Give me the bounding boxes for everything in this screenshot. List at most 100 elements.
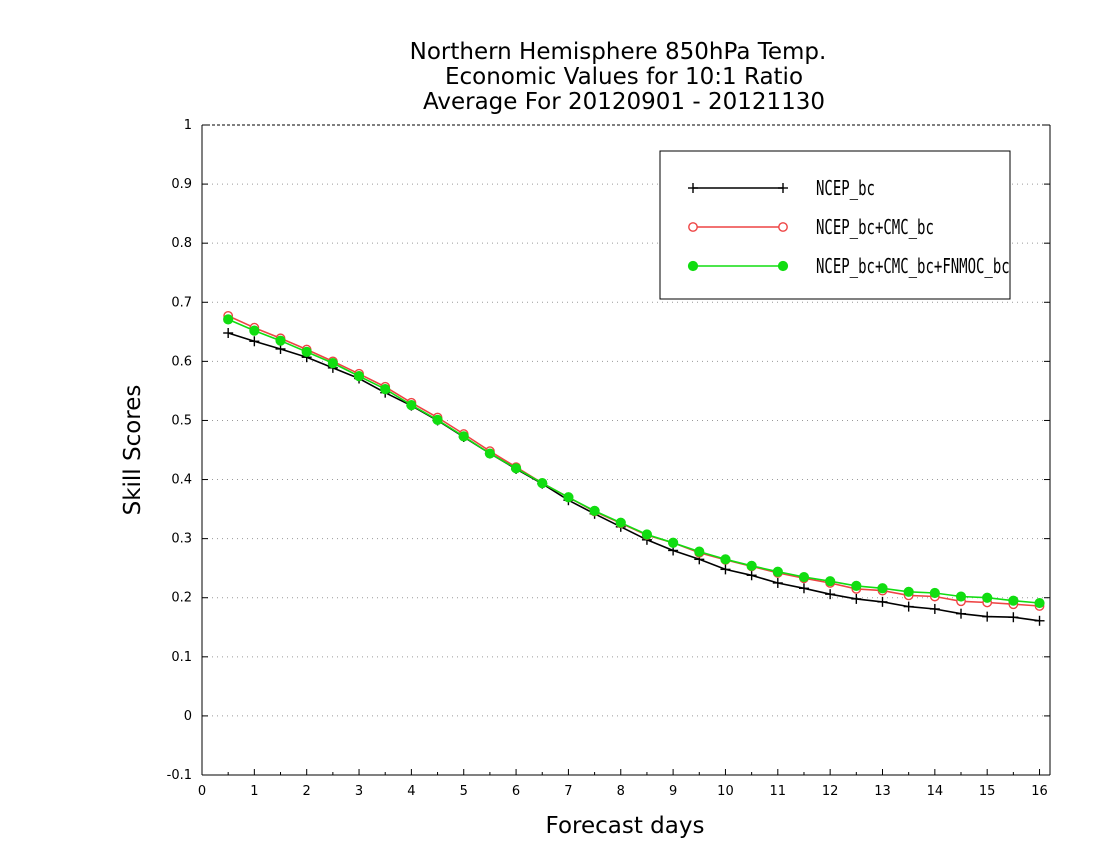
y-tick-label: 0.7	[171, 295, 192, 310]
y-axis: -0.1 0 0.1 0.2 0.3 0.4 0.5 0.6 0.7 0.8 0.9 1	[167, 118, 1050, 783]
data-point	[955, 591, 967, 602]
x-tick-label: 12	[822, 784, 839, 799]
x-tick-label: 8	[617, 784, 625, 799]
y-axis-label: Skill Scores	[120, 385, 146, 516]
y-tick-label: 0	[184, 709, 192, 724]
data-point	[432, 414, 443, 425]
chart-title: Northern Hemisphere 850hPa Temp. Economi…	[410, 39, 827, 115]
y-tick-label: 0.8	[171, 236, 192, 251]
data-point	[903, 586, 914, 597]
legend-marker-end	[778, 222, 788, 232]
data-point	[825, 576, 836, 587]
y-tick-label: 0.9	[171, 177, 192, 192]
legend-entry-3: NCEP_bc+CMC_bc+FNMOC_bc	[687, 255, 1010, 279]
legend: NCEP_bc NCEP_bc+CMC_bc NCEP_bc+CMC_bc+FNMO…	[659, 150, 1011, 300]
legend-marker-start	[687, 260, 699, 272]
data-point	[929, 587, 940, 599]
y-tick-label: 0.4	[171, 473, 192, 488]
data-point	[353, 371, 365, 382]
x-tick-label: 5	[460, 784, 468, 799]
legend-box	[659, 150, 1011, 300]
data-point	[537, 477, 548, 489]
data-point	[275, 335, 286, 346]
data-point	[249, 336, 260, 347]
y-tick-label: 0.1	[171, 650, 192, 665]
data-point	[720, 564, 731, 575]
legend-entry-1: NCEP_bc	[688, 177, 875, 201]
data-point	[223, 328, 234, 338]
x-tick-label: 11	[770, 784, 787, 799]
data-point	[589, 505, 600, 516]
data-point	[1008, 595, 1019, 606]
x-tick-label: 6	[512, 784, 520, 799]
x-tick-label: 9	[669, 784, 677, 799]
data-point	[746, 560, 757, 571]
data-point	[772, 566, 783, 577]
x-tick-label: 16	[1031, 784, 1048, 799]
data-point	[903, 601, 914, 612]
legend-marker-start	[688, 222, 698, 232]
data-point	[982, 592, 993, 603]
legend-entry-2: NCEP_bc+CMC_bc	[688, 216, 934, 240]
data-point	[877, 583, 888, 594]
title-line-2: Economic Values for 10:1 Ratio	[445, 64, 803, 90]
data-point	[641, 529, 653, 540]
data-point	[301, 346, 312, 358]
x-tick-label: 13	[874, 784, 891, 799]
y-tick-label: 1	[184, 118, 192, 133]
title-line-1: Northern Hemisphere 850hPa Temp.	[410, 39, 827, 65]
y-tick-label: 0.3	[171, 532, 192, 547]
x-tick-label: 2	[303, 784, 311, 799]
y-tick-label: 0.2	[171, 591, 192, 606]
x-tick-label: 1	[250, 784, 258, 799]
data-point	[877, 596, 888, 607]
legend-marker-start	[688, 183, 698, 193]
data-point	[956, 608, 967, 619]
series-1	[223, 328, 1045, 626]
data-point	[746, 570, 757, 581]
data-point	[249, 325, 260, 336]
data-point	[798, 571, 810, 583]
x-tick-label: 7	[564, 784, 572, 799]
legend-marker-end	[778, 183, 788, 193]
data-point	[772, 577, 783, 588]
x-axis-label: Forecast days	[546, 813, 705, 839]
data-point	[380, 384, 391, 395]
data-point	[982, 611, 993, 622]
y-tick-label: -0.1	[167, 768, 192, 783]
data-point	[851, 593, 862, 604]
plot-frame	[201, 124, 1051, 776]
data-point	[615, 517, 626, 528]
x-tick-label: 14	[927, 784, 944, 799]
data-point	[563, 492, 574, 503]
series-layer	[223, 310, 1045, 626]
data-point	[1008, 612, 1019, 623]
title-line-3: Average For 20120901 - 20121130	[423, 89, 825, 115]
data-point	[327, 358, 338, 369]
x-axis: 0 1 2 3 4 5 6 7 8 9 10 11 12 13 14 15 16	[198, 769, 1048, 799]
data-point	[929, 603, 940, 614]
data-point	[510, 463, 522, 474]
data-point	[851, 580, 862, 592]
y-tick-label: 0.5	[171, 413, 192, 428]
data-point	[484, 448, 496, 459]
series-line	[227, 315, 1040, 607]
x-tick-label: 0	[198, 784, 206, 799]
legend-label: NCEP_bc+CMC_bc	[816, 216, 934, 239]
x-tick-label: 10	[717, 784, 734, 799]
data-point	[1034, 615, 1045, 626]
data-point	[458, 431, 469, 442]
data-point	[694, 546, 705, 557]
data-point	[668, 537, 679, 548]
legend-label: NCEP_bc+CMC_bc+FNMOC_bc	[816, 255, 1010, 278]
data-point	[720, 554, 731, 565]
series-2	[223, 310, 1045, 611]
series-line	[227, 318, 1040, 604]
legend-marker-end	[777, 260, 789, 272]
y-tick-label: 0.6	[171, 354, 192, 369]
x-tick-label: 15	[979, 784, 996, 799]
data-point	[798, 583, 809, 594]
series-line	[227, 332, 1040, 622]
